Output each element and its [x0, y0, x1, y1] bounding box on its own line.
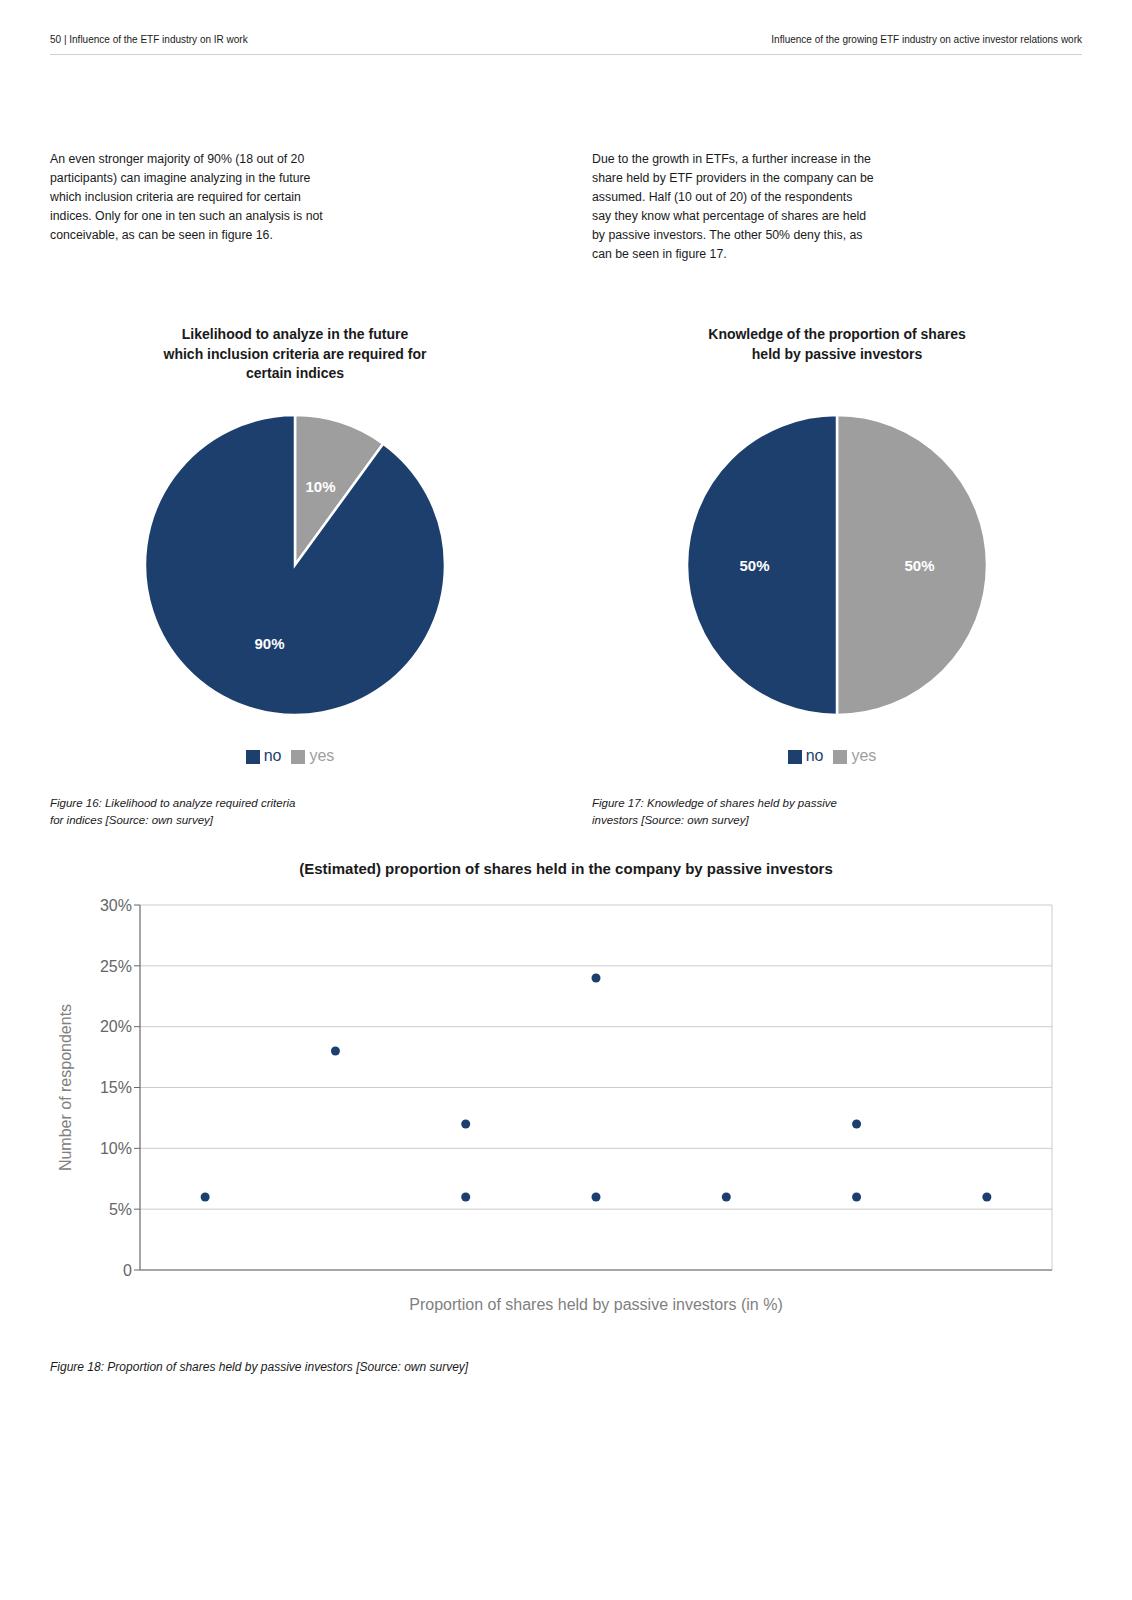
svg-text:50%: 50%: [739, 557, 769, 574]
html-text:Influence of the growing ETF i: Influence of the growing ETF industry on…: [771, 34, 1082, 45]
svg-text:5%: 5%: [109, 1201, 132, 1218]
html-text:yes: yes: [309, 747, 335, 764]
html-text:Figure 16: Likelihood to analy: Figure 16: Likelihood to analyze require…: [50, 797, 296, 827]
svg-text:25%: 25%: [100, 958, 132, 975]
svg-text:10%: 10%: [305, 478, 335, 495]
svg-text:20%: 20%: [100, 1018, 132, 1035]
html-text:An even stronger majority of 9: An even stronger majority of 90% (18 out…: [50, 152, 323, 243]
html-text:50 | Influence of the ETF indu: 50 | Influence of the ETF industry on IR…: [50, 34, 248, 45]
html-text:no: no: [263, 747, 282, 764]
html-text:yes: yes: [851, 747, 877, 764]
html-text:Figure 17: Knowledge of shares: Figure 17: Knowledge of shares held by p…: [592, 797, 837, 827]
svg-text:50%: 50%: [904, 557, 934, 574]
svg-text:15%: 15%: [100, 1079, 132, 1096]
svg-text:0: 0: [123, 1262, 132, 1279]
svg-text:30%: 30%: [100, 897, 132, 914]
svg-text:Proportion of shares held by p: Proportion of shares held by passive inv…: [409, 1296, 783, 1313]
svg-text:90%: 90%: [254, 635, 284, 652]
html-text:(Estimated) proportion of shar: (Estimated) proportion of shares held in…: [299, 860, 833, 877]
svg-text:10%: 10%: [100, 1140, 132, 1157]
svg-text:Number of respondents: Number of respondents: [57, 1004, 74, 1171]
html-text:Due to the growth in ETFs, a f: Due to the growth in ETFs, a further inc…: [592, 152, 874, 262]
html-text:Figure 18: Proportion of share: Figure 18: Proportion of shares held by …: [50, 1360, 469, 1374]
html-text:no: no: [805, 747, 824, 764]
html-text:Likelihood to analyze in the f: Likelihood to analyze in the future whic…: [163, 326, 427, 382]
html-text:Knowledge of the proportion of: Knowledge of the proportion of shares he…: [708, 326, 966, 362]
